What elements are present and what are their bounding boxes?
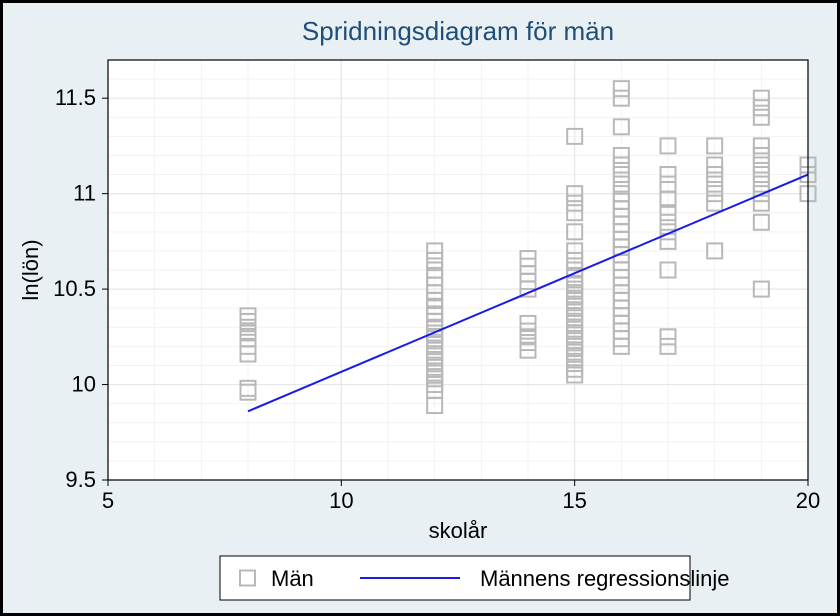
x-tick-label: 10 — [329, 488, 353, 513]
chart-frame: 5 10 15 20 9.5 10 10.5 11 11.5 Spridningsdiagram … — [0, 0, 840, 616]
x-tick-label: 20 — [796, 488, 820, 513]
y-tick-label: 11 — [73, 181, 96, 206]
x-tick-label: 15 — [562, 488, 586, 513]
y-axis-label: ln(lön) — [18, 239, 43, 300]
x-tick-label: 5 — [102, 488, 114, 513]
chart-svg: 5 10 15 20 9.5 10 10.5 11 11.5 Spridningsdiagram … — [0, 0, 840, 616]
x-axis-label: skolår — [429, 518, 488, 543]
legend-label-1: Män — [271, 566, 314, 591]
y-tick-label: 10 — [72, 372, 96, 397]
chart-title: Spridningsdiagram för män — [302, 16, 614, 46]
y-tick-label: 11.5 — [55, 85, 96, 110]
y-tick-label: 9.5 — [65, 467, 96, 492]
legend-label-2: Männens regressionslinje — [480, 566, 729, 591]
y-tick-label: 10.5 — [53, 276, 96, 301]
